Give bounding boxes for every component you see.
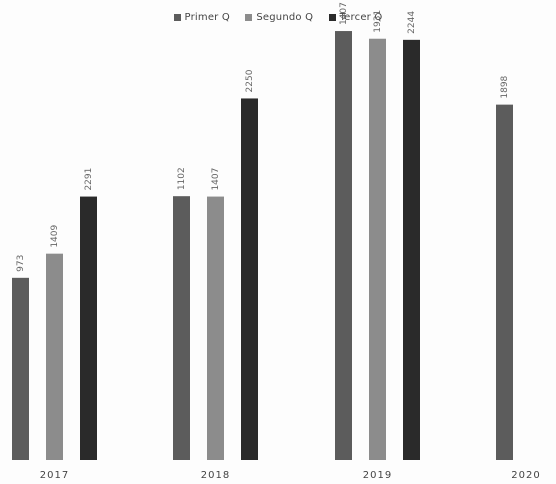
legend-item-tercer-q: Tercer Q: [328, 12, 383, 23]
category-label-2020: 2020: [511, 470, 540, 481]
data-label-2017-tercer-q: 2291: [84, 168, 94, 191]
bar-2019-tercer-q: [403, 39, 420, 461]
bar-2020-primer-q: [496, 104, 513, 460]
legend-label-tercer-q: Tercer Q: [339, 12, 383, 23]
legend-label-primer-q: Primer Q: [184, 12, 230, 23]
data-label-2019-segundo-q: 1931: [373, 10, 383, 33]
bar-2017-tercer-q: [80, 196, 97, 460]
data-label-2018-segundo-q: 1407: [211, 168, 221, 191]
legend-label-segundo-q: Segundo Q: [256, 12, 314, 23]
data-label-2018-tercer-q: 2250: [245, 69, 255, 92]
legend-item-primer-q: Primer Q: [173, 12, 230, 23]
bar-2017-primer-q: [12, 277, 29, 460]
data-label-2018-primer-q: 1102: [177, 167, 187, 190]
category-label-2018: 2018: [201, 470, 230, 481]
bar-2019-primer-q: [335, 31, 352, 460]
data-label-2019-tercer-q: 2244: [407, 11, 417, 34]
bar-2018-segundo-q: [207, 196, 224, 460]
legend: Primer Q Segundo Q Tercer Q: [0, 12, 556, 24]
legend-swatch-primer-q: [173, 14, 181, 21]
category-label-2019: 2019: [363, 470, 392, 481]
legend-swatch-segundo-q: [245, 14, 253, 21]
data-label-2020-primer-q: 1898: [500, 75, 510, 98]
bar-2018-primer-q: [173, 196, 190, 460]
bar-2019-segundo-q: [369, 38, 386, 461]
data-label-2017-segundo-q: 1409: [50, 224, 60, 247]
bar-2018-tercer-q: [241, 98, 258, 461]
legend-item-segundo-q: Segundo Q: [245, 12, 313, 23]
legend-swatch-tercer-q: [328, 14, 336, 21]
data-label-2019-primer-q: 1407: [339, 2, 349, 25]
category-label-2017: 2017: [40, 470, 69, 481]
data-label-2017-primer-q: 973: [16, 255, 26, 272]
bar-2017-segundo-q: [46, 253, 63, 460]
